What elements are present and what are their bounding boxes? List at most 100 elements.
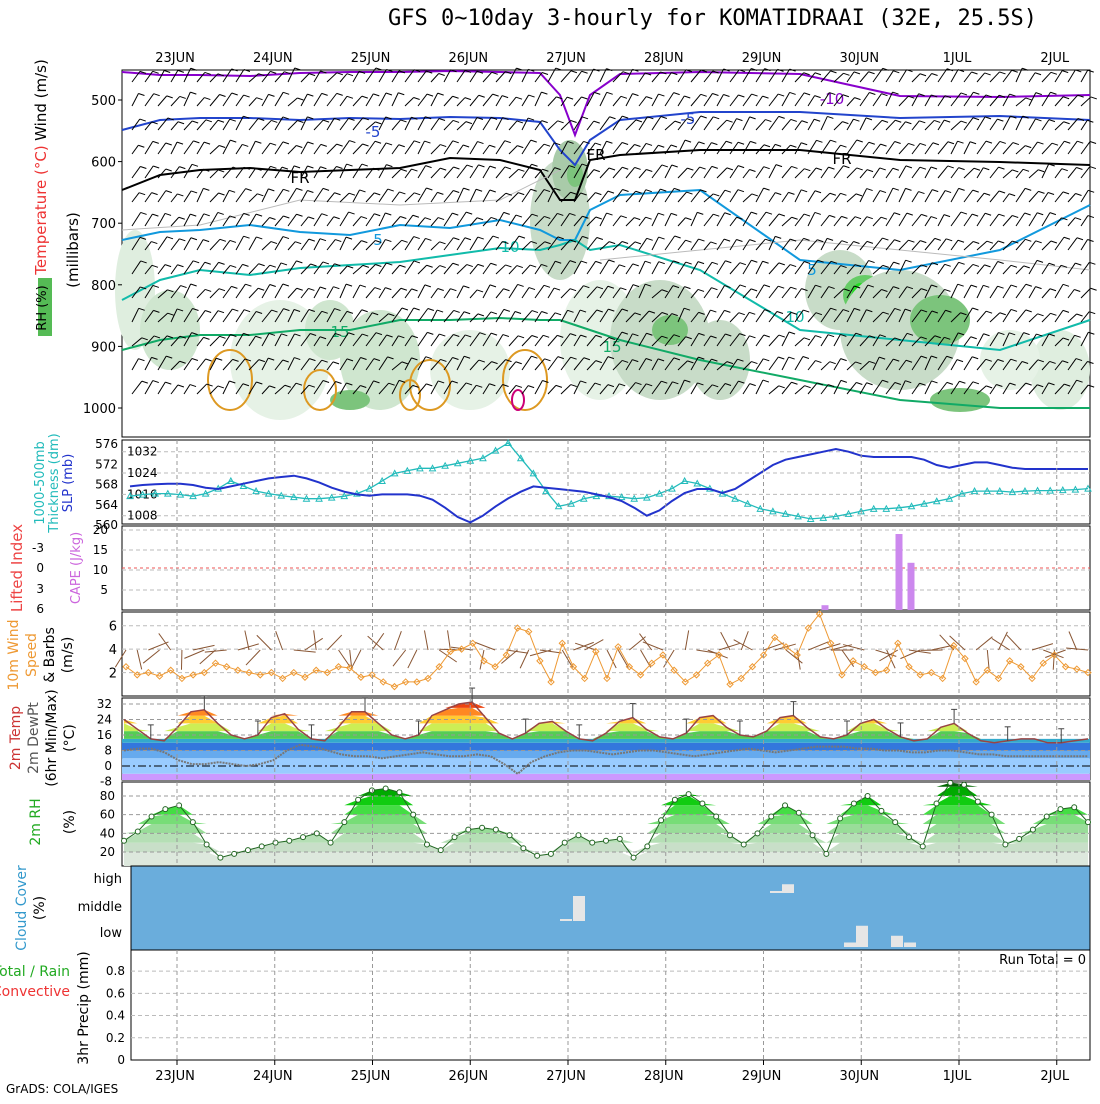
date-label-top: 2JUL: [1040, 51, 1070, 66]
contour-label: -5: [366, 123, 381, 141]
rh-point: [1058, 807, 1063, 812]
rh-point: [865, 794, 870, 799]
rh-point: [328, 840, 333, 845]
date-label-bottom: 1JUL: [943, 1069, 973, 1084]
cloud-bar-middle: [573, 896, 585, 921]
cloud-frame: [131, 866, 1090, 950]
rh-shade-blob: [140, 290, 200, 370]
wind10m-frame: [122, 612, 1090, 696]
rh-point: [149, 814, 154, 819]
rh-point: [810, 833, 815, 838]
y-tick-label-temp: 32: [97, 697, 112, 711]
axis-label-minmax: (6hr Min/Max): [44, 689, 60, 786]
contour-label: 15: [330, 323, 349, 341]
rh-point: [590, 840, 595, 845]
temp-band: [122, 743, 1090, 751]
rh-point: [493, 827, 498, 832]
rh-point: [411, 812, 416, 817]
rh-point: [755, 831, 760, 836]
y-tick-label-thickness: 564: [95, 498, 118, 512]
y-tick-label-precip: 0.8: [106, 964, 125, 978]
rh-shade-blob: [930, 388, 990, 412]
y-tick-label: 800: [91, 279, 116, 294]
axis-label-2m-dewpt: 2m DewPt: [26, 702, 42, 774]
rh-point: [301, 835, 306, 840]
axis-label-rh: RH (%): [35, 285, 50, 330]
rh-point: [783, 803, 788, 808]
axis-label-speed: Speed: [24, 633, 40, 677]
date-label-bottom: 25JUN: [351, 1069, 391, 1084]
thickness-frame: [122, 440, 1090, 524]
axis-label-lifted-index: Lifted Index: [8, 524, 26, 612]
rh-point: [438, 848, 443, 853]
y-tick-label-temp: -8: [100, 775, 112, 789]
rh-point: [645, 844, 650, 849]
rh-point: [122, 838, 127, 843]
rh-point: [548, 851, 553, 856]
axis-label-2m-temp: 2m Temp: [8, 706, 24, 770]
rh-point: [576, 833, 581, 838]
axis-label-cape: CAPE (J/kg): [69, 532, 84, 604]
y-tick-label-rh: 60: [100, 808, 115, 822]
cape-bar: [822, 605, 829, 610]
rh-fill-band: [124, 852, 1088, 866]
y-tick-label-cloud: middle: [78, 900, 122, 915]
cloud-bar-low: [844, 943, 856, 948]
cloud-bar-high: [782, 884, 794, 893]
cape-bar: [896, 534, 903, 610]
wind-barb-feather: [1091, 97, 1097, 99]
y-tick-label-li: -3: [32, 541, 44, 555]
rh-point: [1017, 836, 1022, 841]
contour-label: FR: [290, 169, 309, 187]
rh-point: [190, 820, 195, 825]
cloud-bar-low: [891, 936, 903, 947]
axis-label-ms: (m/s): [60, 637, 76, 674]
run-total-annotation: Run Total = 0: [999, 953, 1086, 968]
axis-label-thickness: Thickness (dm): [47, 433, 62, 533]
rh-point: [424, 842, 429, 847]
wind-barb-feather: [1091, 288, 1097, 290]
rh-point: [480, 825, 485, 830]
rh-point: [1086, 820, 1091, 825]
y-tick-label-slp: 1008: [127, 509, 158, 523]
rh-point: [796, 810, 801, 815]
cloud-bar-low: [904, 943, 916, 948]
rh-point: [397, 790, 402, 795]
y-tick-label-temp: 8: [104, 744, 112, 758]
axis-label-wind: Wind (m/s): [32, 59, 50, 141]
axis-label-10m-wind: 10m Wind: [6, 619, 22, 690]
rh-point: [245, 848, 250, 853]
y-tick-label: 700: [91, 217, 116, 232]
contour-label: -10: [820, 90, 845, 108]
rh-point: [1003, 842, 1008, 847]
y-tick-label-wind: 4: [109, 643, 117, 658]
rh-point: [604, 838, 609, 843]
y-tick-label-li: 0: [36, 561, 44, 575]
rh-point: [824, 851, 829, 856]
rh-point: [135, 829, 140, 834]
rh-point: [273, 840, 278, 845]
date-label-top: 23JUN: [155, 51, 195, 66]
contour-label: 10: [500, 238, 519, 256]
axis-label-barbs: & Barbs: [42, 627, 58, 683]
axis-label-cloud-cover: Cloud Cover: [14, 865, 30, 951]
y-tick-label-rh: 40: [100, 826, 115, 840]
y-tick-label-cape: 5: [100, 583, 108, 597]
axis-label-temperature: Temperature (°C): [32, 145, 50, 275]
y-tick-label-slp: 1032: [127, 445, 158, 459]
rh-point: [920, 844, 925, 849]
rh-point: [218, 855, 223, 860]
date-label-bottom: 23JUN: [155, 1069, 195, 1084]
date-label-top: 30JUN: [839, 51, 879, 66]
rh-point: [507, 833, 512, 838]
credit-label: GrADS: COLA/IGES: [6, 1082, 118, 1096]
date-label-bottom: 30JUN: [839, 1069, 879, 1084]
rh-point: [851, 801, 856, 806]
rh-point: [521, 846, 526, 851]
y-tick-label-precip: 0.4: [106, 1009, 125, 1023]
rh-point: [700, 801, 705, 806]
y-tick-label-cape: 20: [93, 523, 108, 537]
y-tick-label-precip: 0: [117, 1053, 125, 1067]
rh-point: [452, 835, 457, 840]
